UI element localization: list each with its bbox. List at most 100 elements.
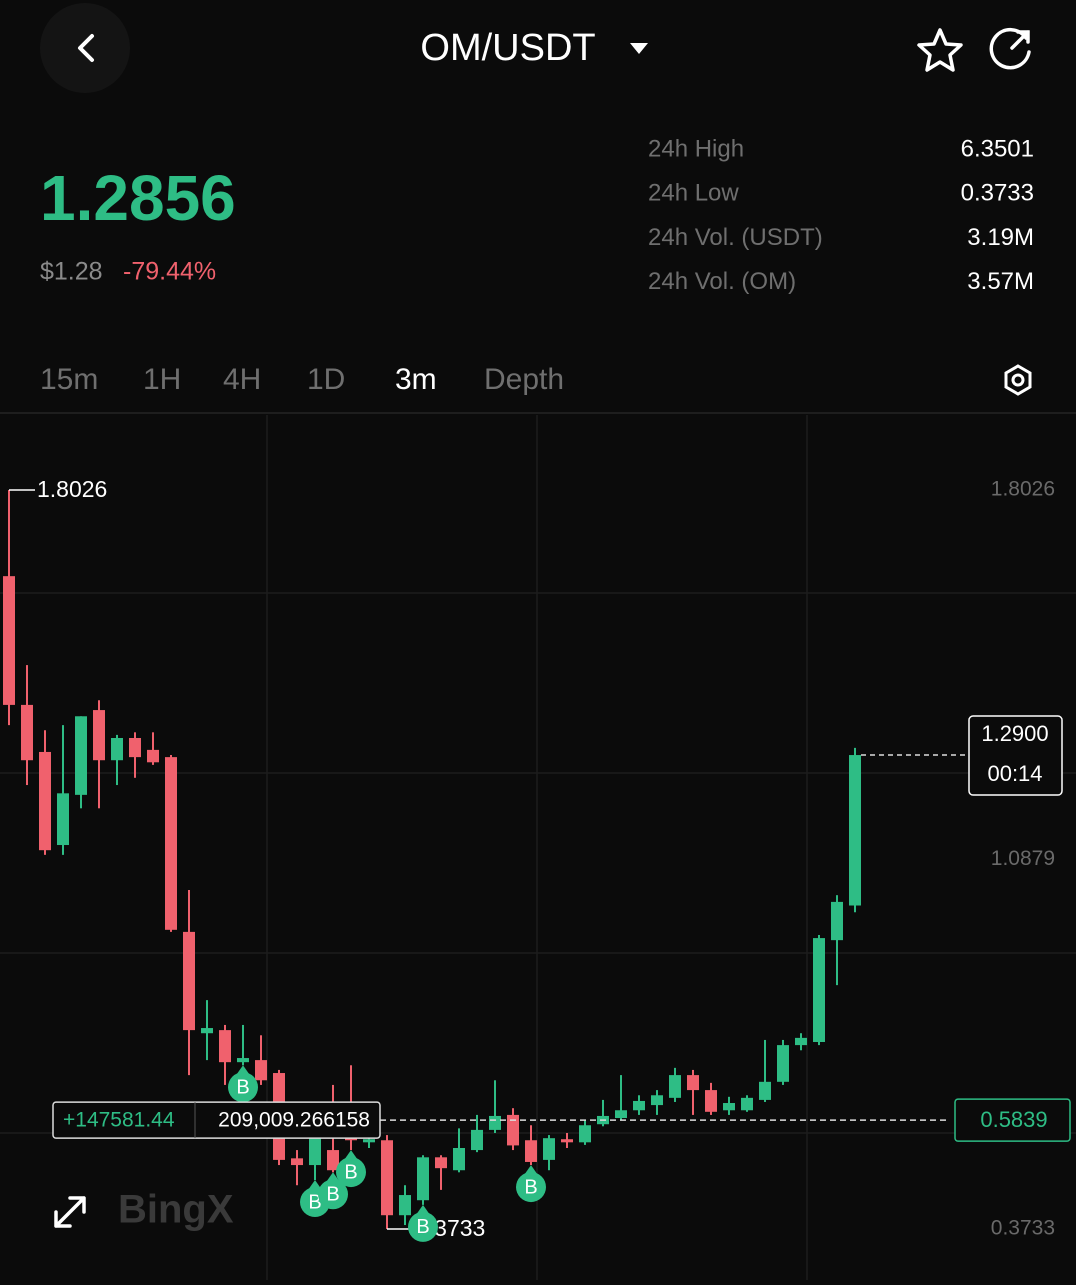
buy-marker-tip — [236, 1065, 250, 1076]
back-button[interactable] — [40, 3, 130, 93]
candle-body — [741, 1097, 753, 1111]
buy-marker[interactable] — [318, 1179, 348, 1210]
settings-icon[interactable] — [1004, 364, 1032, 396]
buy-marker[interactable] — [228, 1072, 258, 1103]
candle-body — [543, 1138, 555, 1160]
candle-body — [669, 1075, 681, 1098]
position-price-box — [954, 1098, 1071, 1142]
candle-body — [615, 1110, 627, 1119]
candle-body — [381, 1140, 393, 1216]
candle-body — [705, 1090, 717, 1112]
buy-marker-label: B — [524, 1176, 537, 1198]
refresh-arrow — [1010, 30, 1030, 50]
usd-price: $1.28 — [40, 258, 103, 286]
candle-body — [93, 710, 105, 761]
watermark: BingX — [118, 1188, 234, 1232]
current-price-label: 1.2900 — [981, 721, 1048, 746]
stat-label: 24h Low — [648, 180, 739, 207]
buy-marker-label: B — [344, 1161, 357, 1183]
position-pnl: +147581.44 — [63, 1109, 175, 1132]
candle-body — [327, 1150, 339, 1171]
candle-body — [831, 901, 843, 941]
interval-tab[interactable]: Depth — [484, 363, 564, 396]
candle-body — [471, 1129, 483, 1151]
buy-marker-label: B — [326, 1184, 339, 1206]
stat-label: 24h Vol. (USDT) — [648, 224, 823, 251]
expand-icon[interactable] — [54, 1196, 86, 1228]
interval-tab[interactable]: 1D — [307, 363, 345, 396]
candle-body — [813, 938, 825, 1043]
buy-marker-tip — [416, 1204, 430, 1215]
interval-tab[interactable]: 15m — [40, 363, 98, 396]
candle-body — [129, 737, 141, 758]
candle-body — [399, 1195, 411, 1216]
candle-body — [291, 1158, 303, 1166]
stat-value: 6.3501 — [961, 135, 1034, 162]
candle-body — [39, 751, 51, 851]
stat-value: 3.19M — [967, 224, 1034, 251]
position-box[interactable] — [52, 1101, 381, 1139]
candle-body — [201, 1028, 213, 1034]
candle-body — [849, 755, 861, 906]
candle-body — [525, 1140, 537, 1162]
candle-body — [237, 1058, 249, 1063]
buy-marker-tip — [524, 1165, 538, 1176]
candle-body — [21, 704, 33, 761]
dropdown-icon[interactable] — [630, 43, 648, 54]
stat-value: 0.3733 — [961, 180, 1034, 207]
candle-body — [165, 757, 177, 930]
candle-body — [759, 1081, 771, 1100]
buy-marker-label: B — [236, 1077, 249, 1099]
chart-grid — [0, 415, 1076, 1280]
candle-body — [453, 1148, 465, 1171]
buy-marker[interactable] — [336, 1157, 366, 1188]
candle-body — [147, 749, 159, 763]
position-size: 209,009.266158 — [218, 1109, 370, 1132]
candle-body — [777, 1045, 789, 1082]
buy-marker-label: B — [416, 1216, 429, 1238]
high-label: 1.8026 — [37, 476, 107, 502]
refresh-icon[interactable] — [989, 27, 1031, 70]
candle-body — [723, 1103, 735, 1111]
candle-body — [489, 1115, 501, 1130]
candle-body — [363, 1139, 375, 1143]
buy-marker-tip — [344, 1150, 358, 1161]
candle-body — [255, 1060, 267, 1081]
position-price: 0.5839 — [980, 1107, 1047, 1132]
candle-body — [651, 1095, 663, 1106]
candle-body — [183, 931, 195, 1031]
price-change: -79.44% — [123, 258, 216, 286]
candle-body — [75, 716, 87, 795]
candle-body — [633, 1100, 645, 1111]
buy-marker-tip — [326, 1172, 340, 1183]
stat-value: 3.57M — [967, 268, 1034, 295]
countdown: 00:14 — [987, 761, 1042, 786]
buy-marker-tip — [308, 1180, 322, 1191]
candle-body — [579, 1125, 591, 1143]
last-price: 1.2856 — [40, 162, 236, 234]
candle-body — [795, 1037, 807, 1046]
candle-body — [3, 576, 15, 705]
favorite-icon[interactable] — [917, 28, 963, 72]
stat-label: 24h Vol. (OM) — [648, 268, 796, 295]
interval-tab[interactable]: 4H — [223, 363, 261, 396]
buy-marker[interactable] — [408, 1211, 438, 1242]
interval-tab[interactable]: 3m — [395, 363, 437, 396]
candle-body — [57, 793, 69, 846]
y-tick-label: 0.3733 — [991, 1217, 1055, 1240]
interval-tab[interactable]: 1H — [143, 363, 181, 396]
candle-body — [417, 1157, 429, 1201]
buy-marker[interactable] — [516, 1172, 546, 1203]
back-icon — [78, 34, 94, 62]
candle-body — [507, 1114, 519, 1146]
current-price-box — [968, 715, 1063, 796]
candle-body — [435, 1157, 447, 1169]
pair-title[interactable]: OM/USDT — [420, 27, 595, 69]
stat-label: 24h High — [648, 135, 744, 162]
candle-body — [687, 1075, 699, 1091]
candle-body — [219, 1030, 231, 1063]
candle-body — [111, 737, 123, 761]
